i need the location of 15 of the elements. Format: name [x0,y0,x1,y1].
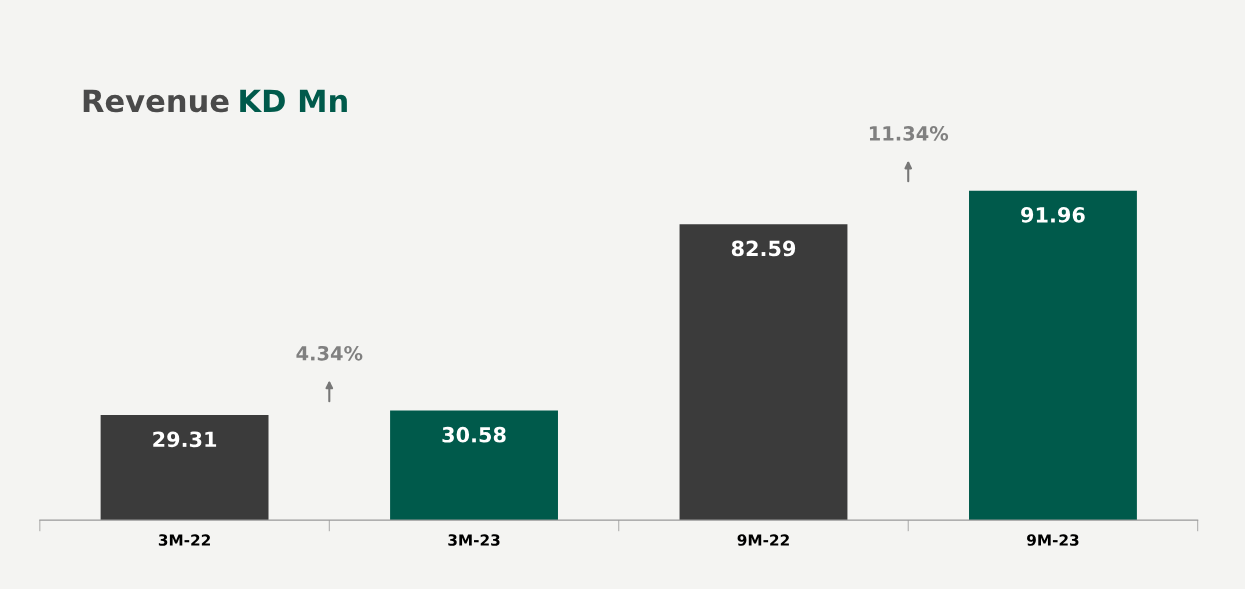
text: 11.34% [869,126,949,141]
bar [969,190,1137,521]
x-tick-label: 9M-23 [1027,534,1079,546]
bar [679,224,848,521]
data-label: 82.59 [731,240,796,257]
x-tick-label: 3M-23 [448,534,500,546]
bar [100,415,269,521]
chart-title: Revenue KD Mn [83,89,347,113]
bar [390,410,558,521]
data-label: 91.96 [1021,206,1085,223]
data-label: 29.31 [153,431,217,448]
x-tick-label: 3M-22 [158,534,210,546]
x-tick-label: 9M-22 [737,534,789,546]
data-label: 30.58 [442,426,506,443]
annotation: 4.34% [296,345,363,361]
